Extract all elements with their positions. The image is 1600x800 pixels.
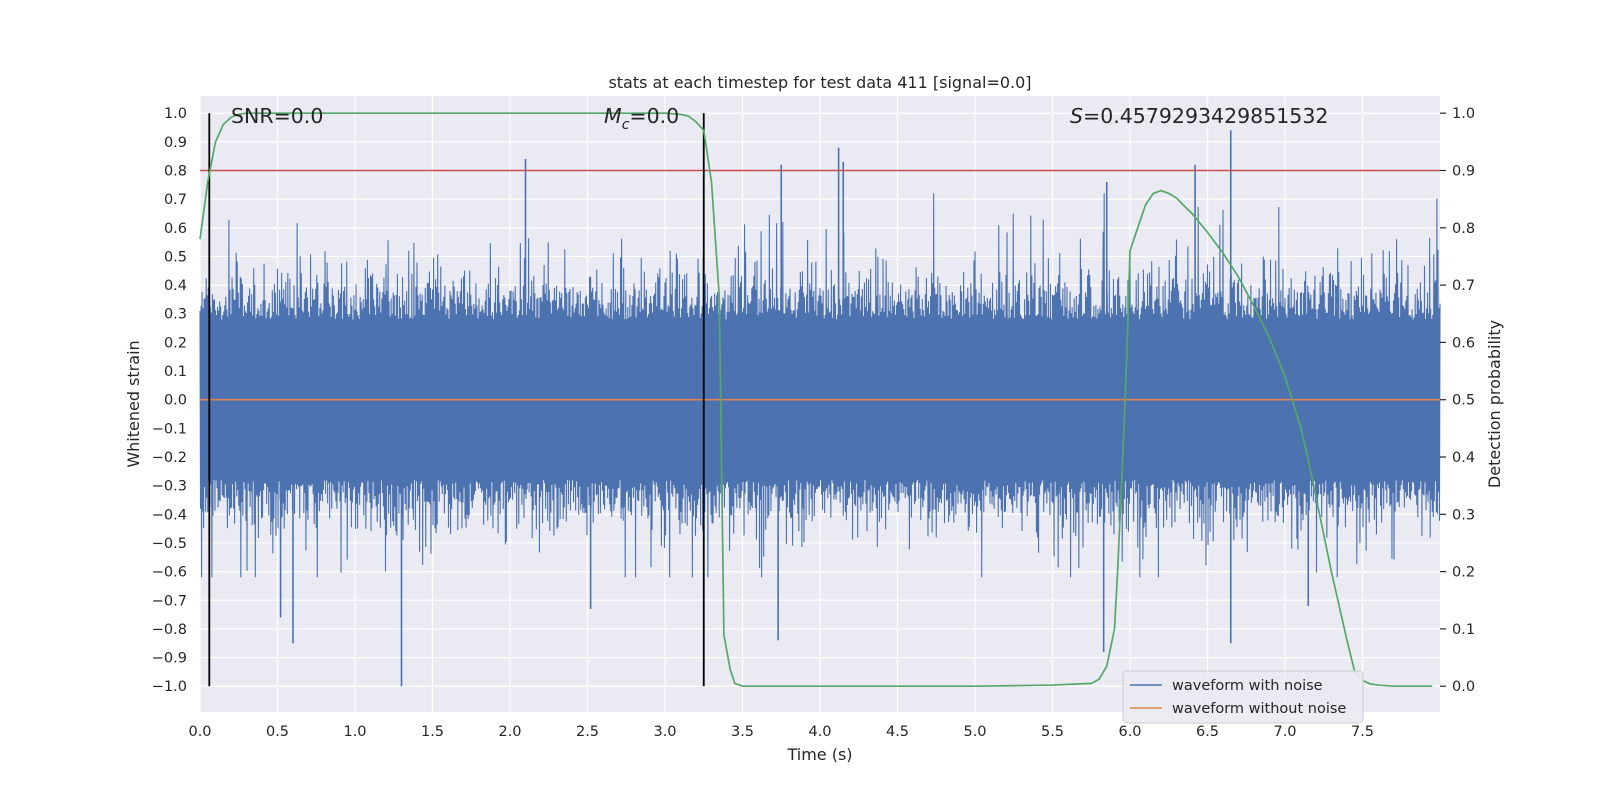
x-tick-label: 3.0 xyxy=(653,724,676,740)
mc-value: =0.0 xyxy=(629,104,679,128)
x-tick-label: 2.5 xyxy=(576,724,599,740)
axes-layer: 0.0 0.5 1.0 1.5 2.0 2.5 3.0 3.5 4.0 4.5 5.0 5.5 6.0 6… xyxy=(152,106,1475,740)
s-annotation: S=0.4579293429851532 xyxy=(1070,104,1328,128)
y-tick-label-left: 0.1 xyxy=(164,364,187,380)
x-axis-label: Time (s) xyxy=(786,745,852,764)
noise-layer xyxy=(199,130,1441,687)
y-tick-label-left: 0.9 xyxy=(164,135,187,151)
y-tick-label-right: 0.8 xyxy=(1452,221,1475,237)
y-tick-label-left: −0.2 xyxy=(152,450,187,466)
x-tick-label: 1.5 xyxy=(421,724,444,740)
y-tick-label-left: 0.8 xyxy=(164,163,187,179)
series-detection-probability xyxy=(199,112,1433,688)
x-tick-label: 4.5 xyxy=(886,724,909,740)
x-tick-label: 7.5 xyxy=(1351,724,1374,740)
y-tick-label-right: 0.6 xyxy=(1452,335,1475,351)
line-layer xyxy=(199,112,1440,688)
s-symbol: S xyxy=(1070,104,1083,128)
y-tick-label-left: 0.2 xyxy=(164,335,187,351)
y-tick-label-left: −0.6 xyxy=(152,565,187,581)
x-tick-label: 5.5 xyxy=(1041,724,1064,740)
y-tick-label-left: −0.7 xyxy=(152,593,187,609)
y-tick-label-left: 1.0 xyxy=(164,106,187,122)
y-tick-label-right: 0.1 xyxy=(1452,622,1475,638)
y-tick-label-left: 0.5 xyxy=(164,249,187,265)
y-tick-label-right: 0.0 xyxy=(1452,679,1475,695)
y-axis-label-right: Detection probability xyxy=(1485,320,1504,488)
x-tick-label: 6.0 xyxy=(1118,724,1141,740)
mc-annotation: Mc=0.0 xyxy=(604,104,679,133)
s-value: =0.4579293429851532 xyxy=(1083,104,1328,128)
y-tick-label-left: 0.7 xyxy=(164,192,187,208)
y-tick-label-left: −0.5 xyxy=(152,536,187,552)
y-tick-label-right: 0.3 xyxy=(1452,507,1475,523)
x-tick-label: 1.0 xyxy=(343,724,366,740)
y-tick-label-right: 0.2 xyxy=(1452,565,1475,581)
x-tick-label: 3.5 xyxy=(731,724,754,740)
x-tick-label: 5.0 xyxy=(963,724,986,740)
legend-label-clean: waveform without noise xyxy=(1172,701,1346,717)
legend-label-noise: waveform with noise xyxy=(1172,678,1323,694)
legend: waveform with noise waveform without noi… xyxy=(1122,670,1364,724)
y-axis-label-left: Whitened strain xyxy=(124,340,143,467)
series-noise-waveform xyxy=(199,193,1441,578)
chart-title: stats at each timestep for test data 411… xyxy=(608,73,1031,92)
y-tick-label-right: 0.7 xyxy=(1452,278,1475,294)
legend-box xyxy=(1122,670,1364,724)
mc-subscript: c xyxy=(622,117,630,133)
y-tick-label-left: −0.3 xyxy=(152,479,187,495)
x-tick-label: 6.5 xyxy=(1196,724,1219,740)
y-tick-label-left: −0.4 xyxy=(152,507,187,523)
y-tick-label-left: −1.0 xyxy=(152,679,187,695)
y-tick-label-left: 0.0 xyxy=(164,393,187,409)
x-tick-label: 4.0 xyxy=(808,724,831,740)
x-tick-label: 0.5 xyxy=(266,724,289,740)
y-tick-label-left: −0.1 xyxy=(152,421,187,437)
mc-symbol: M xyxy=(604,104,622,128)
x-tick-label: 0.0 xyxy=(188,724,211,740)
snr-annotation: SNR=0.0 xyxy=(231,104,323,128)
y-tick-label-right: 0.4 xyxy=(1452,450,1475,466)
y-tick-label-right: 0.5 xyxy=(1452,393,1475,409)
y-tick-label-left: 0.3 xyxy=(164,307,187,323)
y-tick-label-left: 0.6 xyxy=(164,221,187,237)
x-tick-label: 7.0 xyxy=(1273,724,1296,740)
x-tick-label: 2.0 xyxy=(498,724,521,740)
y-tick-label-left: −0.8 xyxy=(152,622,187,638)
y-tick-label-left: −0.9 xyxy=(152,651,187,667)
y-tick-label-left: 0.4 xyxy=(164,278,187,294)
y-tick-label-right: 1.0 xyxy=(1452,106,1475,122)
y-tick-label-right: 0.9 xyxy=(1452,163,1475,179)
